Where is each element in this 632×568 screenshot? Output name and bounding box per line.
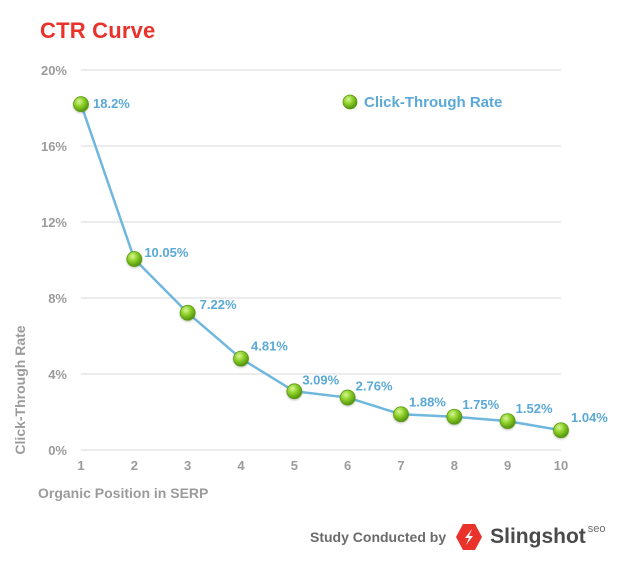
legend-marker xyxy=(342,94,358,110)
y-tick-label: 16% xyxy=(41,139,67,154)
footer-prefix: Study Conducted by xyxy=(310,529,447,545)
y-tick-label: 4% xyxy=(48,367,67,382)
x-tick-label: 7 xyxy=(397,458,404,473)
data-point xyxy=(286,383,303,400)
data-label: 1.88% xyxy=(409,394,446,409)
data-label: 18.2% xyxy=(93,96,130,111)
x-tick-label: 9 xyxy=(504,458,511,473)
data-label: 1.04% xyxy=(571,410,608,425)
brand-superscript: seo xyxy=(587,523,606,535)
x-tick-label: 5 xyxy=(291,458,298,473)
y-tick-label: 0% xyxy=(48,443,67,458)
legend: Click-Through Rate xyxy=(342,94,502,111)
y-tick-label: 12% xyxy=(41,215,67,230)
axes: 0% 4% 8% 12% 16% 20% 1 2 3 4 5 6 7 8 9 10 Organic Positi… xyxy=(12,63,568,501)
series-click-through-rate: 18.2% 10.05% 7.22% 4.81% 3.09% 2.76% 1.88% 1.75… xyxy=(73,96,608,439)
x-tick-label: 4 xyxy=(237,458,245,473)
data-label: 1.52% xyxy=(516,401,553,416)
x-tick-label: 3 xyxy=(184,458,191,473)
brand-logo: Slingshot seo xyxy=(454,522,606,552)
data-point xyxy=(339,389,356,406)
slingshot-logo-icon xyxy=(456,524,483,550)
y-tick-label: 20% xyxy=(41,63,67,78)
data-label: 7.22% xyxy=(200,297,237,312)
data-point xyxy=(179,304,196,321)
footer-credit: Study Conducted by Slingshot seo xyxy=(310,522,606,552)
x-tick-label: 6 xyxy=(344,458,351,473)
series-line xyxy=(79,103,562,432)
data-point xyxy=(73,96,89,113)
data-label: 3.09% xyxy=(302,372,339,387)
grid-lines xyxy=(81,69,561,451)
data-point xyxy=(499,413,516,430)
chart-title: CTR Curve xyxy=(40,18,156,43)
x-tick-label: 1 xyxy=(77,458,84,473)
data-label: 4.81% xyxy=(251,339,288,354)
legend-label: Click-Through Rate xyxy=(364,94,502,111)
data-point xyxy=(553,422,569,439)
y-tick-label: 8% xyxy=(48,291,67,306)
data-label: 2.76% xyxy=(356,379,393,394)
y-axis-label: Click-Through Rate xyxy=(12,325,28,454)
data-point xyxy=(393,406,409,423)
x-tick-label: 8 xyxy=(451,458,458,473)
x-axis-label: Organic Position in SERP xyxy=(38,485,208,501)
data-label: 1.75% xyxy=(462,397,499,412)
data-point xyxy=(446,408,463,425)
data-point xyxy=(233,350,249,367)
data-label: 10.05% xyxy=(144,245,189,260)
data-point xyxy=(126,251,143,267)
brand-name: Slingshot xyxy=(490,525,586,548)
x-tick-label: 10 xyxy=(554,458,568,473)
x-tick-label: 2 xyxy=(131,458,138,473)
